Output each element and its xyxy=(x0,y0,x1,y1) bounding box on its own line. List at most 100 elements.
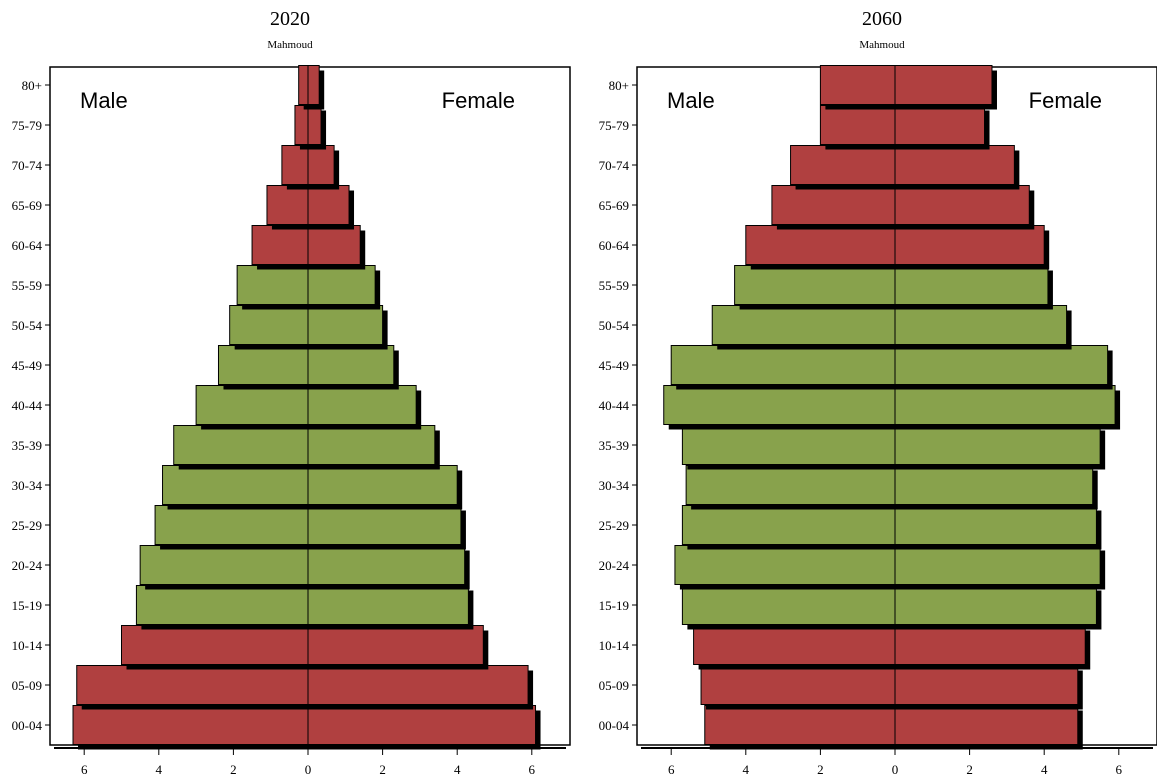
male-bar-30-34 xyxy=(685,465,896,505)
female-bar-65-69 xyxy=(307,185,350,225)
female-bar-45-49 xyxy=(894,345,1109,385)
y-tick-label: 30-34 xyxy=(12,478,43,493)
y-tick-label: 00-04 xyxy=(599,718,630,733)
male-bar-00-04 xyxy=(72,705,309,745)
x-tick-label: 0 xyxy=(892,762,899,777)
female-bar-30-34 xyxy=(894,465,1094,505)
x-tick-label: 4 xyxy=(1041,762,1048,777)
female-bar-80+ xyxy=(894,65,993,105)
y-tick-label: 45-49 xyxy=(599,358,629,373)
y-tick-label: 20-24 xyxy=(12,558,43,573)
chart-title: 2060 xyxy=(862,8,902,30)
y-tick-label: 75-79 xyxy=(12,118,42,133)
y-tick-label: 05-09 xyxy=(599,678,629,693)
male-bar-80+ xyxy=(298,65,309,105)
y-tick-label: 50-54 xyxy=(12,318,43,333)
female-bar-40-44 xyxy=(894,385,1116,425)
male-bar-75-79 xyxy=(294,105,309,145)
male-bar-65-69 xyxy=(771,185,896,225)
y-tick-label: 30-34 xyxy=(599,478,630,493)
pyramid-chart-2060: 2060 Mahmoud 00-04 05-09 10-14 15-19 20-24 25-2… xyxy=(599,8,1157,777)
x-tick-label: 6 xyxy=(668,762,675,777)
y-tick-label: 10-14 xyxy=(12,638,43,653)
male-bar-10-14 xyxy=(693,625,896,665)
x-tick-label: 2 xyxy=(966,762,973,777)
female-bar-05-09 xyxy=(894,665,1079,705)
y-tick-label: 20-24 xyxy=(599,558,630,573)
y-tick-label: 35-39 xyxy=(12,438,42,453)
male-label: Male xyxy=(80,88,128,113)
x-tick-label: 6 xyxy=(1116,762,1123,777)
y-tick-label: 25-29 xyxy=(12,518,42,533)
male-bar-25-29 xyxy=(154,505,309,545)
male-bar-25-29 xyxy=(681,505,896,545)
female-bar-25-29 xyxy=(894,505,1097,545)
male-bar-50-54 xyxy=(229,305,309,345)
male-bar-45-49 xyxy=(217,345,309,385)
chart-subtitle: Mahmoud xyxy=(267,39,313,51)
y-tick-label: 00-04 xyxy=(12,718,43,733)
female-bar-30-34 xyxy=(307,465,458,505)
male-bar-15-19 xyxy=(135,585,309,625)
female-bar-40-44 xyxy=(307,385,417,425)
y-tick-label: 60-64 xyxy=(12,238,43,253)
male-label: Male xyxy=(667,88,715,113)
y-tick-label: 70-74 xyxy=(12,158,43,173)
female-bar-45-49 xyxy=(307,345,395,385)
female-bar-55-59 xyxy=(894,265,1049,305)
y-tick-label: 80+ xyxy=(22,78,42,93)
male-bar-60-64 xyxy=(745,225,896,265)
female-bar-15-19 xyxy=(307,585,469,625)
female-bar-80+ xyxy=(307,65,320,105)
female-bar-65-69 xyxy=(894,185,1030,225)
y-tick-label: 80+ xyxy=(609,78,629,93)
female-bar-25-29 xyxy=(307,505,462,545)
y-tick-label: 55-59 xyxy=(599,278,629,293)
y-tick-label: 50-54 xyxy=(599,318,630,333)
female-bar-70-74 xyxy=(307,145,335,185)
male-bar-80+ xyxy=(819,65,896,105)
pyramid-chart-2020: 2020 Mahmoud 00-04 05-09 10-14 15-19 20-24 25-2… xyxy=(12,8,571,777)
male-bar-20-24 xyxy=(139,545,309,585)
male-bar-45-49 xyxy=(670,345,896,385)
female-bar-20-24 xyxy=(307,545,466,585)
female-bar-00-04 xyxy=(894,705,1079,745)
y-tick-label: 10-14 xyxy=(599,638,630,653)
chart-title: 2020 xyxy=(270,8,310,30)
y-tick-label: 35-39 xyxy=(599,438,629,453)
y-tick-label: 25-29 xyxy=(599,518,629,533)
male-bar-35-39 xyxy=(681,425,896,465)
male-bar-55-59 xyxy=(236,265,309,305)
female-bar-00-04 xyxy=(307,705,537,745)
male-bar-20-24 xyxy=(674,545,896,585)
female-bar-05-09 xyxy=(307,665,529,705)
x-tick-label: 4 xyxy=(454,762,461,777)
y-tick-label: 15-19 xyxy=(12,598,42,613)
x-tick-label: 4 xyxy=(156,762,163,777)
x-tick-label: 2 xyxy=(379,762,386,777)
chart-subtitle: Mahmoud xyxy=(859,39,905,51)
female-bar-50-54 xyxy=(894,305,1068,345)
female-label: Female xyxy=(442,88,515,113)
female-bar-20-24 xyxy=(894,545,1101,585)
x-tick-label: 6 xyxy=(529,762,536,777)
female-bar-55-59 xyxy=(307,265,376,305)
female-bar-10-14 xyxy=(894,625,1086,665)
y-tick-label: 65-69 xyxy=(599,198,629,213)
female-bar-10-14 xyxy=(307,625,484,665)
male-bar-30-34 xyxy=(162,465,309,505)
male-bar-75-79 xyxy=(819,105,896,145)
male-bar-05-09 xyxy=(76,665,309,705)
y-tick-label: 45-49 xyxy=(12,358,42,373)
male-bar-35-39 xyxy=(173,425,309,465)
female-bar-75-79 xyxy=(307,105,322,145)
x-tick-label: 0 xyxy=(305,762,312,777)
x-tick-label: 2 xyxy=(817,762,824,777)
y-tick-label: 55-59 xyxy=(12,278,42,293)
male-bar-40-44 xyxy=(195,385,309,425)
female-label: Female xyxy=(1029,88,1102,113)
y-tick-label: 15-19 xyxy=(599,598,629,613)
x-tick-label: 4 xyxy=(743,762,750,777)
male-bar-70-74 xyxy=(281,145,309,185)
